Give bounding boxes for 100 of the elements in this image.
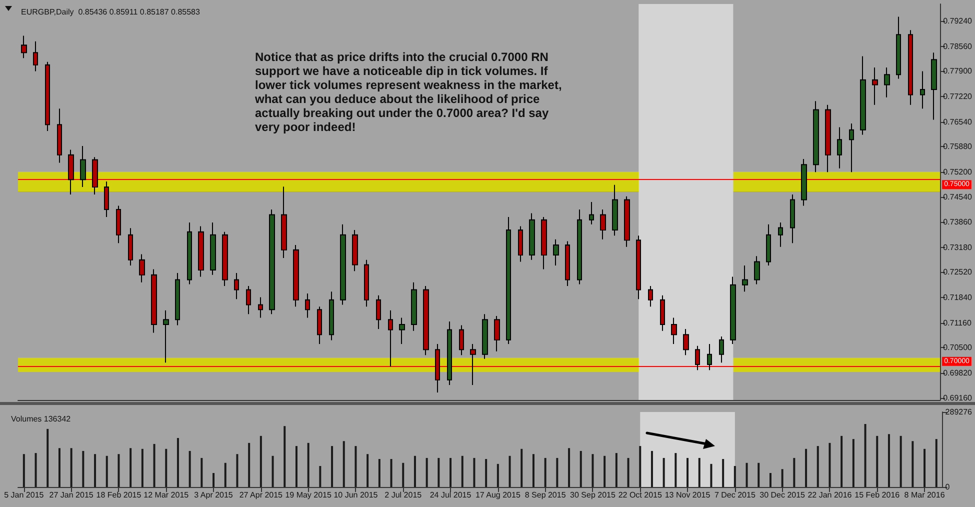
bar — [840, 436, 843, 487]
candlestick — [281, 186, 287, 259]
y-tick-label: 0.76540 — [943, 118, 973, 127]
candlestick — [447, 321, 452, 386]
candlestick — [376, 294, 381, 330]
bar — [46, 428, 49, 487]
candlestick — [872, 67, 878, 106]
candlestick — [470, 343, 476, 386]
candlestick — [269, 208, 275, 315]
bar — [248, 442, 250, 487]
x-tick-label: 8 Mar 2016 — [904, 490, 946, 500]
y-tick-label: 0.77900 — [943, 66, 973, 76]
chart-title: EURGBP,Daily 0.85436 0.85911 0.85187 0.85583 — [21, 8, 200, 16]
bar — [580, 450, 582, 487]
y-tick-label: 0.74540 — [943, 192, 973, 202]
candlestick — [849, 123, 854, 173]
candlestick — [57, 108, 62, 164]
y-tick-label: 289276 — [945, 408, 973, 416]
candlestick — [754, 256, 760, 285]
bar — [414, 456, 416, 487]
candlestick — [151, 268, 157, 334]
bar — [769, 473, 772, 487]
candlestick — [719, 336, 724, 364]
x-tick-label: 8 Sep 2015 — [524, 490, 566, 500]
bar — [508, 456, 511, 487]
bar — [284, 426, 286, 487]
bar — [604, 456, 606, 487]
candlestick — [494, 315, 500, 352]
candlestick — [695, 345, 700, 371]
y-tick-label: 0.71160 — [943, 318, 972, 328]
bar — [556, 458, 558, 487]
candlestick — [801, 158, 807, 206]
candlestick — [352, 230, 358, 272]
bar — [864, 424, 866, 487]
bar — [331, 446, 334, 487]
candlestick — [258, 296, 263, 318]
x-tick-label: 24 Jul 2015 — [430, 490, 472, 500]
bar — [639, 446, 642, 487]
candlestick — [600, 208, 606, 240]
candlestick — [813, 100, 819, 173]
bar — [450, 458, 452, 487]
bar — [34, 453, 37, 487]
candlestick — [518, 226, 523, 262]
y-tick-label: 0.78560 — [943, 42, 973, 52]
x-tick-label: 3 Apr 2015 — [194, 490, 234, 500]
x-tick-label: 12 Mar 2015 — [144, 490, 190, 500]
bar — [141, 448, 144, 487]
candlestick — [920, 70, 925, 110]
bar — [438, 458, 440, 487]
bar — [272, 456, 274, 487]
candlestick — [317, 306, 322, 344]
candlestick — [364, 259, 369, 308]
x-tick-label: 19 May 2015 — [285, 490, 332, 500]
y-tick-label: 0.75880 — [943, 142, 973, 152]
candlestick — [565, 240, 570, 287]
bar — [710, 464, 712, 487]
bar — [900, 436, 902, 487]
y-tick-label: 0.75200 — [943, 168, 973, 177]
bar — [260, 436, 262, 487]
candlestick — [68, 149, 74, 196]
candlestick — [104, 180, 109, 218]
bar — [342, 441, 345, 487]
bar — [236, 454, 238, 487]
x-tick-label: 10 Jun 2015 — [334, 490, 378, 500]
candlestick — [541, 216, 547, 270]
bar — [165, 448, 168, 487]
candlestick — [198, 226, 204, 278]
y-tick-label: 0.73860 — [943, 218, 973, 227]
y-tick-label: 0.73180 — [943, 243, 973, 252]
y-tick-label: 0.72520 — [943, 268, 973, 277]
candlestick — [435, 343, 440, 394]
candlestick — [116, 205, 121, 244]
candlestick — [553, 238, 559, 266]
candlestick — [730, 276, 736, 344]
bar — [94, 454, 96, 487]
candlestick — [636, 235, 641, 300]
x-tick-label: 27 Jan 2015 — [49, 490, 94, 500]
candlestick — [742, 265, 748, 292]
candlestick — [399, 317, 405, 344]
candlestick — [33, 40, 38, 72]
candlestick — [648, 286, 653, 308]
candlestick — [459, 324, 464, 356]
candlestick — [837, 126, 842, 169]
candlestick — [825, 104, 831, 173]
candlestick — [175, 272, 180, 326]
bar — [70, 448, 72, 487]
candlestick — [92, 156, 98, 196]
bar — [426, 458, 428, 487]
candlestick — [139, 254, 145, 283]
bar — [200, 458, 203, 487]
candlestick — [671, 317, 677, 344]
candlestick — [778, 222, 783, 248]
candlestick — [80, 145, 86, 188]
bar — [118, 454, 120, 487]
candlestick — [529, 212, 535, 260]
x-tick-label: 7 Dec 2015 — [714, 490, 756, 500]
bar — [912, 441, 914, 487]
x-tick-label: 13 Nov 2015 — [664, 490, 711, 500]
bar — [544, 458, 546, 487]
candlestick — [577, 208, 582, 285]
